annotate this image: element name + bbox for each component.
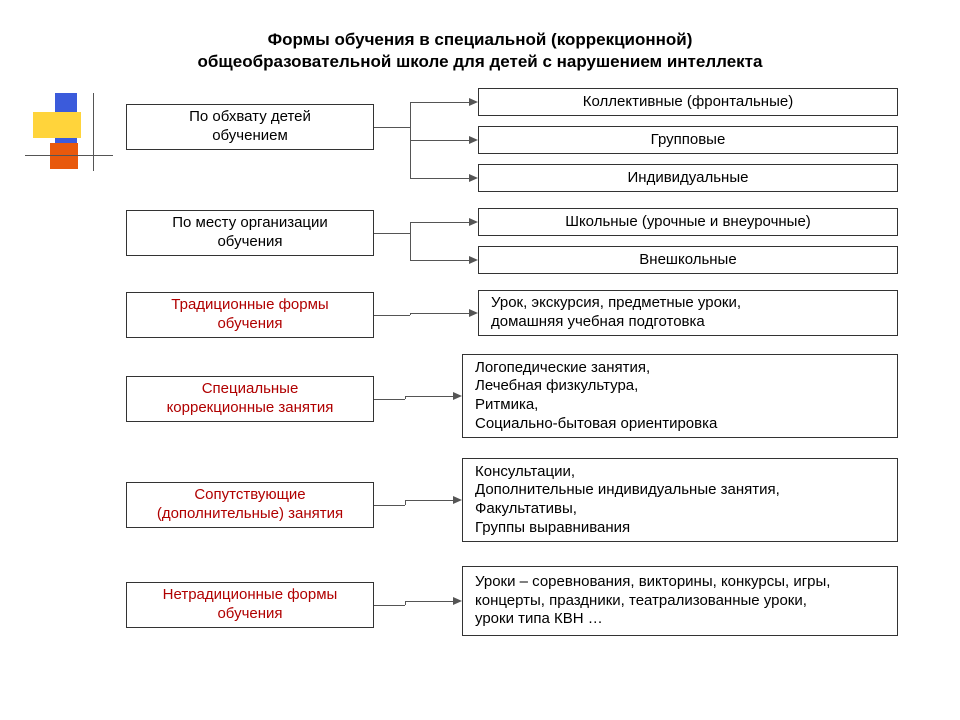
arrow-head-icon [453,496,462,504]
category-box-1: По месту организации обучения [126,210,374,256]
arrow-line [405,500,453,501]
arrow-head-icon [453,597,462,605]
arrow-line [374,399,405,400]
target-box-0-0-label: Коллективные (фронтальные) [583,93,793,112]
diagram-canvas: Формы обучения в специальной (коррекцион… [0,0,960,720]
diagram-title-line1: Формы обучения в специальной (коррекцион… [0,30,960,50]
arrow-head-icon [469,309,478,317]
target-box-3-0: Логопедические занятия, Лечебная физкуль… [462,354,898,438]
target-box-4-0: Консультации, Дополнительные индивидуаль… [462,458,898,542]
category-box-1-label: По месту организации обучения [172,214,328,252]
arrow-line [410,222,469,223]
target-box-0-1: Групповые [478,126,898,154]
target-box-1-1: Внешкольные [478,246,898,274]
deco-yellow-block [33,112,81,138]
arrow-line [410,178,469,179]
arrow-line [410,102,469,103]
arrow-line [410,102,411,127]
target-box-5-0: Уроки – соревнования, викторины, конкурс… [462,566,898,636]
arrow-head-icon [453,392,462,400]
deco-h-line [25,155,113,156]
target-box-4-0-label: Консультации, Дополнительные индивидуаль… [475,463,780,538]
category-box-0: По обхвату детей обучением [126,104,374,150]
category-box-0-label: По обхвату детей обучением [189,108,311,146]
target-box-5-0-label: Уроки – соревнования, викторины, конкурс… [475,573,830,629]
arrow-line [374,605,405,606]
arrow-line [410,313,469,314]
arrow-line [374,233,410,234]
arrow-line [374,315,410,316]
arrow-head-icon [469,136,478,144]
arrow-head-icon [469,98,478,106]
target-box-1-0-label: Школьные (урочные и внеурочные) [565,213,811,232]
target-box-2-0-label: Урок, экскурсия, предметные уроки, домаш… [491,294,741,332]
arrow-line [405,396,453,397]
deco-red-block [50,143,78,169]
category-box-5-label: Нетрадиционные формы обучения [163,586,338,624]
target-box-1-1-label: Внешкольные [639,251,736,270]
category-box-3: Специальные коррекционные занятия [126,376,374,422]
category-box-4: Сопутствующие (дополнительные) занятия [126,482,374,528]
target-box-2-0: Урок, экскурсия, предметные уроки, домаш… [478,290,898,336]
diagram-title-line2: общеобразовательной школе для детей с на… [0,52,960,72]
target-box-0-2-label: Индивидуальные [628,169,749,188]
category-box-5: Нетрадиционные формы обучения [126,582,374,628]
deco-v-line [93,93,94,171]
arrow-head-icon [469,256,478,264]
arrow-head-icon [469,174,478,182]
arrow-line [410,233,411,260]
arrow-head-icon [469,218,478,226]
arrow-line [410,260,469,261]
arrow-line [410,127,411,178]
category-box-2: Традиционные формы обучения [126,292,374,338]
target-box-0-0: Коллективные (фронтальные) [478,88,898,116]
arrow-line [410,222,411,233]
category-box-4-label: Сопутствующие (дополнительные) занятия [157,486,343,524]
category-box-3-label: Специальные коррекционные занятия [167,380,334,418]
arrow-line [410,140,469,141]
category-box-2-label: Традиционные формы обучения [171,296,328,334]
arrow-line [405,601,453,602]
arrow-line [374,127,410,128]
arrow-line [374,505,405,506]
target-box-3-0-label: Логопедические занятия, Лечебная физкуль… [475,359,717,434]
target-box-1-0: Школьные (урочные и внеурочные) [478,208,898,236]
target-box-0-1-label: Групповые [651,131,726,150]
target-box-0-2: Индивидуальные [478,164,898,192]
